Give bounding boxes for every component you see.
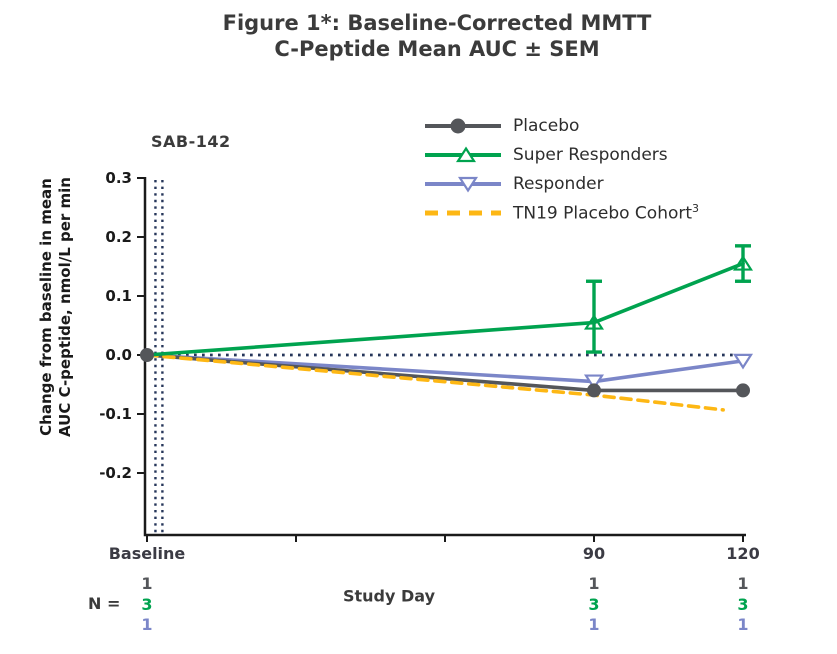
legend-label-placebo: Placebo xyxy=(513,115,580,136)
svg-text:1: 1 xyxy=(737,615,748,634)
svg-text:1: 1 xyxy=(141,615,152,634)
svg-text:1: 1 xyxy=(737,574,748,593)
figure-title-line1: Figure 1*: Baseline-Corrected MMTT xyxy=(222,11,652,35)
svg-text:Baseline: Baseline xyxy=(109,544,186,563)
super-responders-line-swatch xyxy=(425,145,501,162)
svg-text:0.0: 0.0 xyxy=(105,346,132,364)
svg-text:1: 1 xyxy=(588,615,599,634)
svg-text:3: 3 xyxy=(588,595,599,614)
svg-text:1: 1 xyxy=(141,574,152,593)
figure-title-line2: C-Peptide Mean AUC ± SEM xyxy=(274,37,600,61)
legend-item-responder: Responder xyxy=(422,169,699,198)
legend-label-tn19-text: TN19 Placebo Cohort xyxy=(513,203,693,224)
figure-title: Figure 1*: Baseline-Corrected MMTT C-Pep… xyxy=(37,10,837,62)
svg-text:90: 90 xyxy=(583,544,605,563)
svg-text:0.1: 0.1 xyxy=(105,287,132,305)
svg-text:-0.2: -0.2 xyxy=(99,464,132,482)
svg-text:0.2: 0.2 xyxy=(105,228,132,246)
svg-text:3: 3 xyxy=(737,595,748,614)
legend-item-placebo: Placebo xyxy=(422,111,699,140)
legend-label-responder: Responder xyxy=(513,173,604,194)
y-axis-label-line1: Change from baseline in mean xyxy=(37,178,55,436)
legend-item-tn19-placebo-cohort: TN19 Placebo Cohort3 xyxy=(422,198,699,227)
legend-label-tn19-superscript: 3 xyxy=(692,201,700,215)
legend-item-super-responders: Super Responders xyxy=(422,140,699,169)
x-axis-label: Study Day xyxy=(342,586,436,606)
placebo-line-swatch xyxy=(425,118,501,133)
sab-142-annotation: SAB-142 xyxy=(151,132,231,151)
y-axis-label-line2: AUC C-peptide, nmol/L per min xyxy=(56,177,74,437)
legend-label-tn19-placebo-cohort: TN19 Placebo Cohort3 xyxy=(513,202,699,224)
tn19-placebo-cohort-line-swatch xyxy=(425,210,501,215)
svg-text:-0.1: -0.1 xyxy=(99,405,132,423)
svg-text:1: 1 xyxy=(588,574,599,593)
svg-text:0.3: 0.3 xyxy=(105,169,132,187)
svg-text:120: 120 xyxy=(726,544,759,563)
svg-text:3: 3 xyxy=(141,595,152,614)
legend: Placebo Super Responders Responder TN19 … xyxy=(422,111,699,227)
legend-label-super-responders: Super Responders xyxy=(513,144,668,165)
responder-line-swatch xyxy=(425,176,501,193)
y-axis-label: Change from baseline in mean AUC C-pepti… xyxy=(37,177,75,437)
n-equals-label: N = xyxy=(88,594,121,613)
